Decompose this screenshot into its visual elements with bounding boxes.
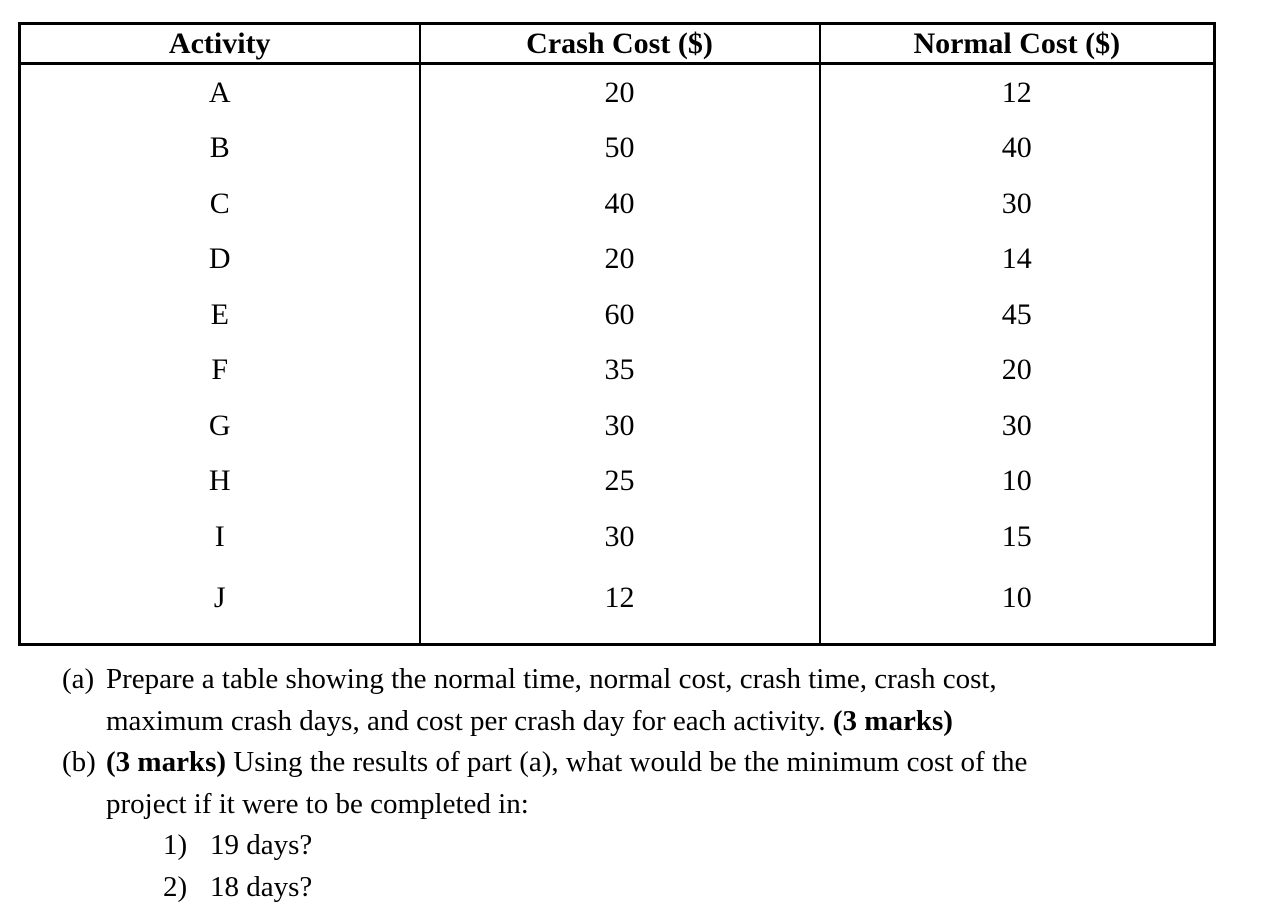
question-line: project if it were to be completed in:	[0, 784, 1288, 826]
cell-normal-cost: 14	[818, 231, 1215, 287]
question-line: (a) Prepare a table showing the normal ti…	[0, 659, 1288, 701]
table-header-row: Activity Crash Cost ($) Normal Cost ($)	[19, 23, 1215, 65]
cell-activity: F	[211, 353, 229, 387]
table-row: C 40 30	[20, 176, 1215, 232]
question-marker: (b)	[62, 746, 96, 778]
table-row: B 50 40	[20, 120, 1215, 176]
cell-normal-cost: 10	[818, 453, 1215, 509]
question-text-segment: (3 marks)	[106, 746, 227, 778]
sub-question-text: 18 days?	[210, 870, 313, 903]
cell-activity: B	[209, 131, 230, 165]
cell-normal-cost: 20	[818, 342, 1215, 398]
table-row: D 20 14	[20, 231, 1215, 287]
table-body: A 20 12 B 50 40 C 40 30 D 20 14 E 60 45 F 35 20 G 30 30 H 25 10…	[20, 63, 1215, 644]
cell-activity: J	[213, 580, 226, 614]
header-crash-cost: Crash Cost ($)	[418, 23, 820, 65]
question-text-segment: (3 marks)	[832, 704, 953, 737]
cell-crash-cost: 35	[418, 342, 820, 398]
cell-crash-cost: 30	[418, 398, 820, 454]
cell-crash-cost: 60	[418, 287, 820, 343]
cell-activity: C	[209, 186, 230, 220]
table-row: A 20 12	[20, 63, 1215, 121]
cell-crash-cost: 25	[418, 453, 820, 509]
cell-crash-cost: 40	[418, 176, 820, 232]
question-line: maximum crash days, and cost per crash d…	[0, 701, 1288, 743]
cell-crash-cost: 12	[418, 564, 820, 644]
cell-crash-cost: 20	[418, 63, 820, 121]
question-text-segment: Using the results of part (a), what woul…	[226, 746, 1028, 778]
cell-activity: A	[208, 75, 231, 109]
cell-normal-cost: 12	[818, 63, 1215, 121]
sub-question-line: 1) 19 days?	[0, 825, 1288, 867]
cell-normal-cost: 15	[818, 509, 1215, 565]
question-text-segment: maximum crash days, and cost per crash d…	[106, 704, 833, 737]
cell-crash-cost: 50	[418, 120, 820, 176]
cell-crash-cost: 30	[418, 509, 820, 565]
cell-activity: D	[208, 242, 231, 276]
table-row: J 12 10	[20, 564, 1215, 644]
cell-normal-cost: 45	[818, 287, 1215, 343]
table-row: E 60 45	[20, 287, 1215, 343]
question-line: (b) (3 marks) Using the results of part (…	[0, 742, 1288, 784]
question-text-segment: Prepare a table showing the normal time,…	[106, 663, 997, 695]
table-row: H 25 10	[20, 453, 1215, 509]
cell-activity: G	[208, 408, 231, 442]
activity-cost-table-container: Activity Crash Cost ($) Normal Cost ($) …	[18, 22, 1216, 646]
sub-question-text: 19 days?	[210, 829, 313, 861]
table-header: Activity Crash Cost ($) Normal Cost ($)	[19, 23, 1215, 65]
activity-cost-table: Activity Crash Cost ($) Normal Cost ($) …	[18, 22, 1216, 646]
sub-question-marker: 2)	[163, 870, 188, 903]
cell-activity: H	[208, 464, 231, 498]
table-row: F 35 20	[20, 342, 1215, 398]
cell-crash-cost: 20	[418, 231, 820, 287]
question-text-segment: project if it were to be completed in:	[106, 787, 529, 820]
cell-activity: I	[214, 519, 225, 553]
sub-question-marker: 1)	[163, 829, 188, 861]
cell-activity: E	[210, 297, 229, 331]
question-marker: (a)	[62, 663, 95, 695]
table-row: I 30 15	[20, 509, 1215, 565]
cell-normal-cost: 10	[818, 564, 1215, 644]
table-row: G 30 30	[20, 398, 1215, 454]
header-normal-cost: Normal Cost ($)	[818, 23, 1215, 65]
cell-normal-cost: 30	[818, 398, 1215, 454]
cell-normal-cost: 30	[818, 176, 1215, 232]
cell-normal-cost: 40	[818, 120, 1215, 176]
question-text-block: (a) Prepare a table showing the normal ti…	[0, 659, 1288, 908]
sub-question-line: 2) 18 days?	[0, 867, 1288, 909]
header-activity: Activity	[19, 23, 420, 65]
